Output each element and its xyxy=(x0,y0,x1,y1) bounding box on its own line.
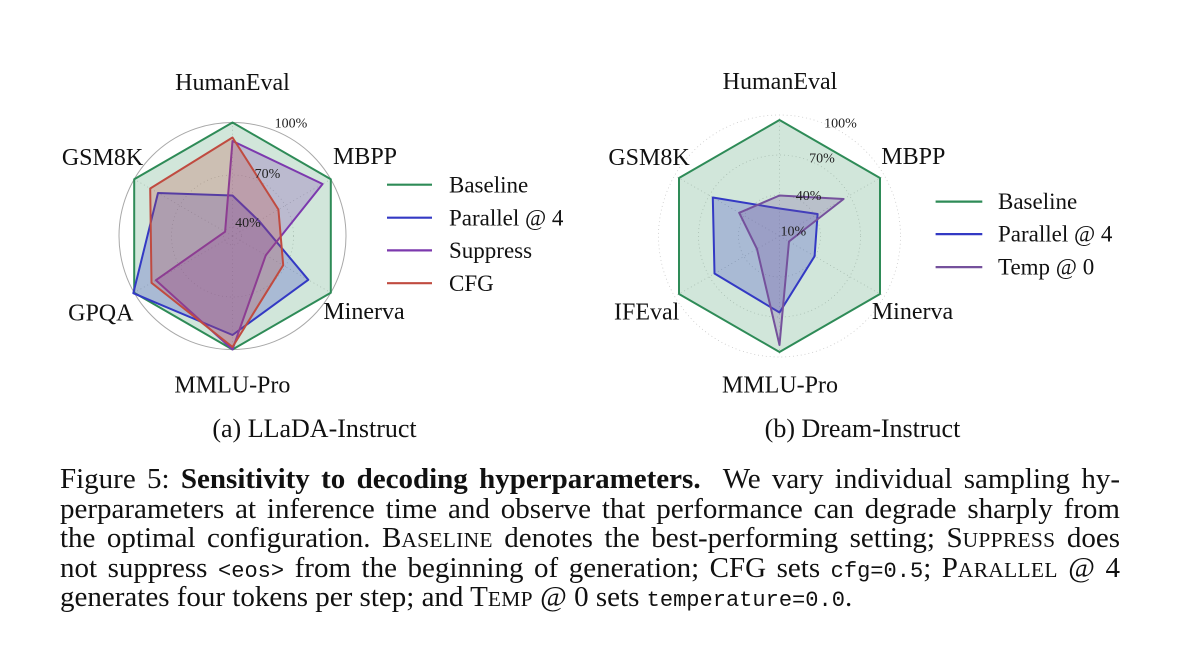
svg-text:HumanEval: HumanEval xyxy=(175,70,290,96)
svg-text:MBPP: MBPP xyxy=(881,144,945,170)
svg-text:10%: 10% xyxy=(780,224,806,239)
svg-text:MBPP: MBPP xyxy=(333,144,397,170)
svg-text:GSM8K: GSM8K xyxy=(62,145,144,171)
svg-text:GSM8K: GSM8K xyxy=(608,145,690,171)
svg-text:40%: 40% xyxy=(796,189,822,204)
svg-text:MMLU-Pro: MMLU-Pro xyxy=(722,373,838,399)
svg-text:Baseline: Baseline xyxy=(998,189,1077,214)
svg-text:70%: 70% xyxy=(809,152,835,167)
svg-text:70%: 70% xyxy=(255,167,281,182)
svg-text:HumanEval: HumanEval xyxy=(723,69,838,95)
svg-text:Minerva: Minerva xyxy=(872,299,954,325)
svg-text:CFG: CFG xyxy=(449,271,494,296)
svg-text:IFEval: IFEval xyxy=(614,300,680,326)
svg-text:Suppress: Suppress xyxy=(449,238,532,263)
svg-text:100%: 100% xyxy=(275,117,308,132)
svg-text:MMLU-Pro: MMLU-Pro xyxy=(174,373,290,399)
svg-text:Parallel @ 4: Parallel @ 4 xyxy=(449,205,564,230)
svg-text:GPQA: GPQA xyxy=(68,300,134,326)
svg-text:40%: 40% xyxy=(235,216,261,231)
svg-text:100%: 100% xyxy=(824,116,857,131)
svg-text:Parallel @ 4: Parallel @ 4 xyxy=(998,222,1113,247)
svg-text:Baseline: Baseline xyxy=(449,172,528,197)
svg-text:Temp @ 0: Temp @ 0 xyxy=(998,255,1094,280)
svg-text:Minerva: Minerva xyxy=(323,299,405,325)
